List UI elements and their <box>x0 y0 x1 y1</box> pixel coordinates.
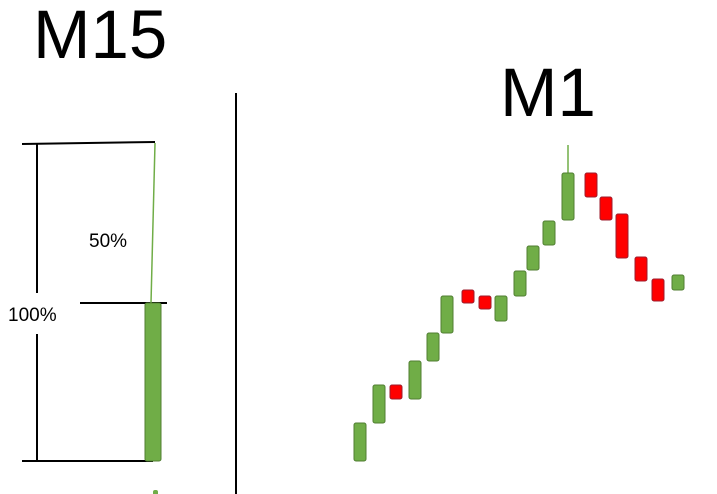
m1-candles <box>353 145 685 462</box>
bullish-candle <box>494 295 508 322</box>
upper-percent-label: 50% <box>89 231 127 252</box>
bearish-candle <box>615 213 629 259</box>
top-level-line <box>21 141 156 145</box>
bullish-candle <box>408 360 422 400</box>
bullish-candle <box>426 332 440 362</box>
bearish-candle <box>584 172 598 198</box>
m15-candle-body <box>144 302 162 462</box>
bearish-candle <box>634 256 648 282</box>
bullish-candle <box>440 295 454 334</box>
bearish-candle <box>651 278 665 302</box>
m1-title: M1 <box>500 54 596 131</box>
m15-candle-wick <box>150 142 156 304</box>
bullish-candle <box>561 172 575 221</box>
bearish-candle <box>389 384 403 400</box>
m15-title: M15 <box>33 0 167 73</box>
bullish-candle <box>513 270 527 297</box>
next-candle-stub <box>153 490 158 494</box>
full-percent-label: 100% <box>8 305 57 326</box>
bearish-candle <box>599 196 613 221</box>
bullish-candle <box>372 384 386 424</box>
bearish-candle <box>478 295 492 310</box>
bearish-candle <box>461 289 475 304</box>
bullish-candle <box>526 245 540 271</box>
bullish-candle <box>353 422 367 462</box>
bullish-candle <box>671 274 685 291</box>
bullish-candle <box>542 220 556 246</box>
